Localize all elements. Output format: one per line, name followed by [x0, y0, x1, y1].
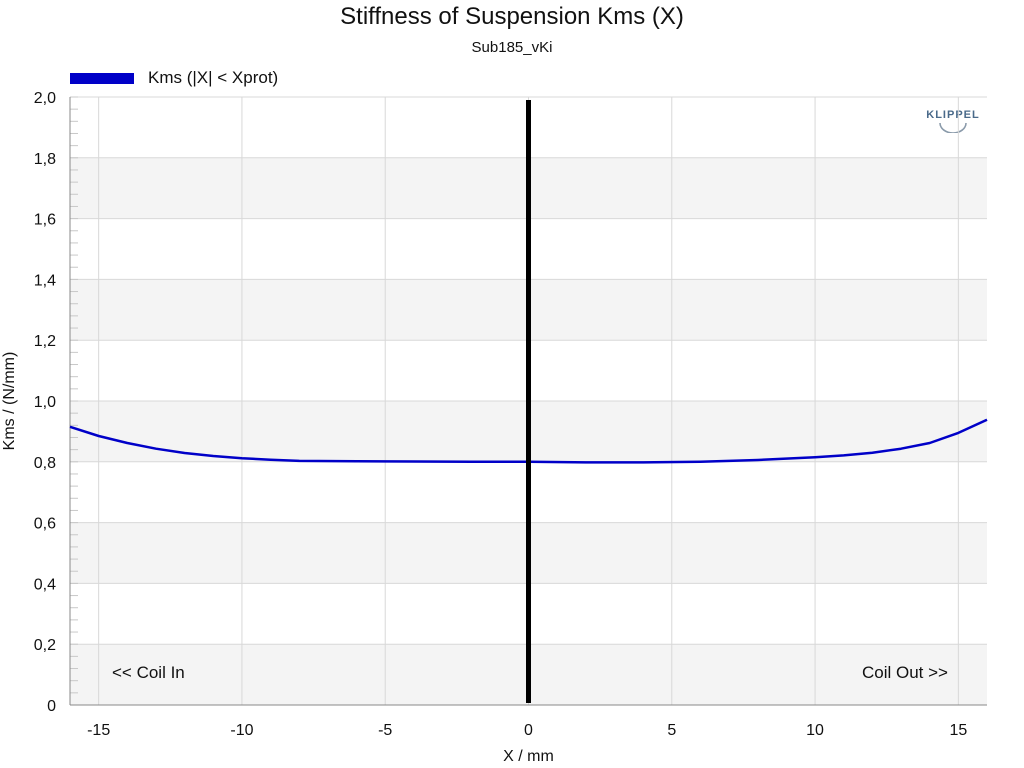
coil-in-annotation: << Coil In [112, 663, 185, 682]
y-tick-label: 0,4 [34, 576, 56, 593]
y-tick-label: 0,6 [34, 516, 56, 533]
chart-title: Stiffness of Suspension Kms (X) [340, 3, 684, 30]
x-tick-label: 10 [806, 722, 824, 739]
klippel-logo: KLIPPEL [922, 109, 984, 133]
series-line [69, 418, 988, 464]
y-tick-label: 1,2 [34, 333, 56, 350]
y-tick-label: 1,8 [34, 151, 56, 168]
logo-text: KLIPPEL [926, 109, 980, 121]
x-tick-label: -5 [378, 722, 392, 739]
logo-arc-icon [939, 122, 967, 133]
legend-swatch [70, 72, 134, 84]
x-tick-label: -15 [87, 722, 110, 739]
y-tick-label: 1,4 [34, 272, 56, 289]
legend: Kms (|X| < Xprot) [70, 68, 278, 88]
y-tick-label: 0 [47, 698, 56, 715]
y-tick-label: 0,8 [34, 455, 56, 472]
x-tick-label: 5 [667, 722, 676, 739]
coil-out-annotation: Coil Out >> [862, 663, 948, 682]
y-tick-label: 1,6 [34, 212, 56, 229]
y-tick-label: 2,0 [34, 90, 56, 107]
x-tick-label: -10 [230, 722, 253, 739]
legend-label: Kms (|X| < Xprot) [148, 68, 279, 87]
y-axis-label: Kms / (N/mm) [1, 352, 18, 451]
x-tick-label: 15 [949, 722, 967, 739]
y-tick-label: 0,2 [34, 637, 56, 654]
y-tick-label: 1,0 [34, 394, 56, 411]
chart-subtitle: Sub185_vKi [471, 39, 553, 56]
x-axis-label: X / mm [503, 748, 554, 765]
x-tick-label: 0 [524, 722, 533, 739]
